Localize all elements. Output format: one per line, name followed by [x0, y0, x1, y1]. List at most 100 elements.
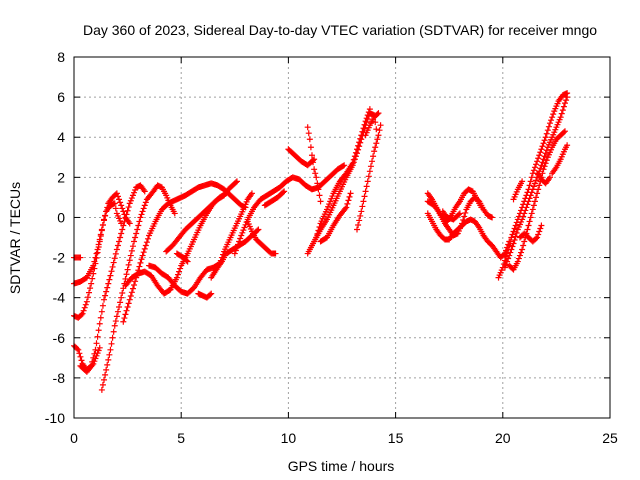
data-point-marker — [108, 268, 115, 275]
data-point-marker — [317, 198, 324, 205]
series-track-20 — [313, 106, 373, 241]
data-point-marker — [347, 190, 354, 197]
data-point-marker — [361, 193, 368, 200]
data-point-marker — [125, 204, 132, 211]
data-point-marker — [364, 178, 371, 185]
series-track-18 — [304, 124, 324, 205]
data-point-marker — [111, 200, 118, 207]
data-point-marker — [511, 237, 518, 244]
y-tick-label: -2 — [53, 250, 66, 266]
data-point-marker — [114, 308, 121, 315]
data-point-marker — [92, 346, 99, 353]
data-point-marker — [137, 259, 144, 266]
data-point-marker — [342, 171, 349, 178]
data-point-marker — [360, 198, 367, 205]
data-point-marker — [94, 333, 101, 340]
y-tick-label: 6 — [57, 89, 65, 105]
data-point-marker — [239, 229, 246, 236]
data-point-marker — [119, 226, 126, 233]
data-point-marker — [111, 255, 118, 262]
data-point-marker — [98, 308, 105, 315]
data-point-marker — [103, 366, 110, 373]
data-point-marker — [236, 238, 243, 245]
y-tick-label: 8 — [57, 49, 65, 65]
data-point-marker — [120, 222, 127, 229]
data-point-marker — [89, 275, 96, 282]
data-point-marker — [112, 205, 119, 212]
data-point-marker — [102, 212, 109, 219]
data-point-marker — [529, 206, 536, 213]
data-point-marker — [125, 300, 132, 307]
data-point-marker — [528, 189, 535, 196]
data-point-marker — [533, 161, 540, 168]
data-point-marker — [98, 227, 105, 234]
data-point-marker — [113, 246, 120, 253]
data-point-marker — [136, 218, 143, 225]
axis-ticks: 0 5 10 15 20 25 -10 -8 -6 -4 -2 0 2 4 6 8 — [45, 49, 618, 446]
data-point-marker — [520, 242, 527, 249]
data-point-marker — [93, 255, 100, 262]
data-point-marker — [94, 350, 101, 357]
y-tick-label: 0 — [57, 209, 65, 225]
x-tick-label: 20 — [495, 430, 511, 446]
data-point-marker — [109, 334, 116, 341]
series-track-1 — [71, 254, 84, 261]
data-point-marker — [103, 208, 110, 215]
data-point-marker — [350, 156, 357, 163]
data-point-marker — [326, 201, 333, 208]
data-point-marker — [304, 124, 311, 131]
data-point-marker — [81, 304, 88, 311]
data-point-marker — [129, 192, 136, 199]
data-point-marker — [522, 207, 529, 214]
data-point-marker — [361, 121, 368, 128]
data-point-marker — [355, 221, 362, 228]
data-point-marker — [560, 103, 567, 110]
data-point-marker — [534, 234, 541, 241]
data-point-marker — [131, 281, 138, 288]
series-track-31 — [510, 178, 526, 203]
data-point-marker — [356, 217, 363, 224]
data-point-marker — [513, 229, 520, 236]
data-point-marker — [564, 142, 571, 149]
data-point-marker — [96, 320, 103, 327]
data-point-marker — [138, 256, 145, 263]
data-point-marker — [526, 182, 533, 189]
data-point-marker — [366, 168, 373, 175]
data-point-marker — [102, 371, 109, 378]
data-point-marker — [519, 178, 526, 185]
data-point-marker — [104, 361, 111, 368]
data-point-marker — [509, 231, 516, 238]
data-point-marker — [535, 155, 542, 162]
data-point-marker — [510, 240, 517, 247]
data-point-marker — [543, 157, 550, 164]
data-point-marker — [539, 159, 546, 166]
data-point-marker — [358, 208, 365, 215]
data-point-marker — [375, 110, 382, 117]
data-point-marker — [372, 144, 379, 151]
data-point-marker — [526, 218, 533, 225]
data-point-marker — [518, 249, 525, 256]
data-point-marker — [97, 232, 104, 239]
series-track-32 — [516, 222, 545, 245]
data-point-marker — [93, 340, 100, 347]
data-point-marker — [354, 226, 361, 233]
data-point-marker — [509, 243, 516, 250]
data-point-marker — [281, 188, 288, 195]
data-point-marker — [140, 205, 147, 212]
data-point-marker — [544, 127, 551, 134]
data-point-marker — [127, 197, 134, 204]
data-point-marker — [79, 310, 86, 317]
x-tick-label: 0 — [70, 430, 78, 446]
data-point-marker — [123, 211, 130, 218]
data-point-marker — [365, 173, 372, 180]
grid-lines — [74, 57, 610, 418]
data-point-marker — [80, 307, 87, 314]
data-point-marker — [505, 241, 512, 248]
data-point-marker — [329, 193, 336, 200]
data-point-marker — [524, 226, 531, 233]
data-point-marker — [549, 114, 556, 121]
data-point-marker — [76, 350, 83, 357]
data-point-marker — [344, 200, 351, 207]
series-track-11 — [173, 250, 191, 265]
data-point-marker — [542, 150, 549, 157]
